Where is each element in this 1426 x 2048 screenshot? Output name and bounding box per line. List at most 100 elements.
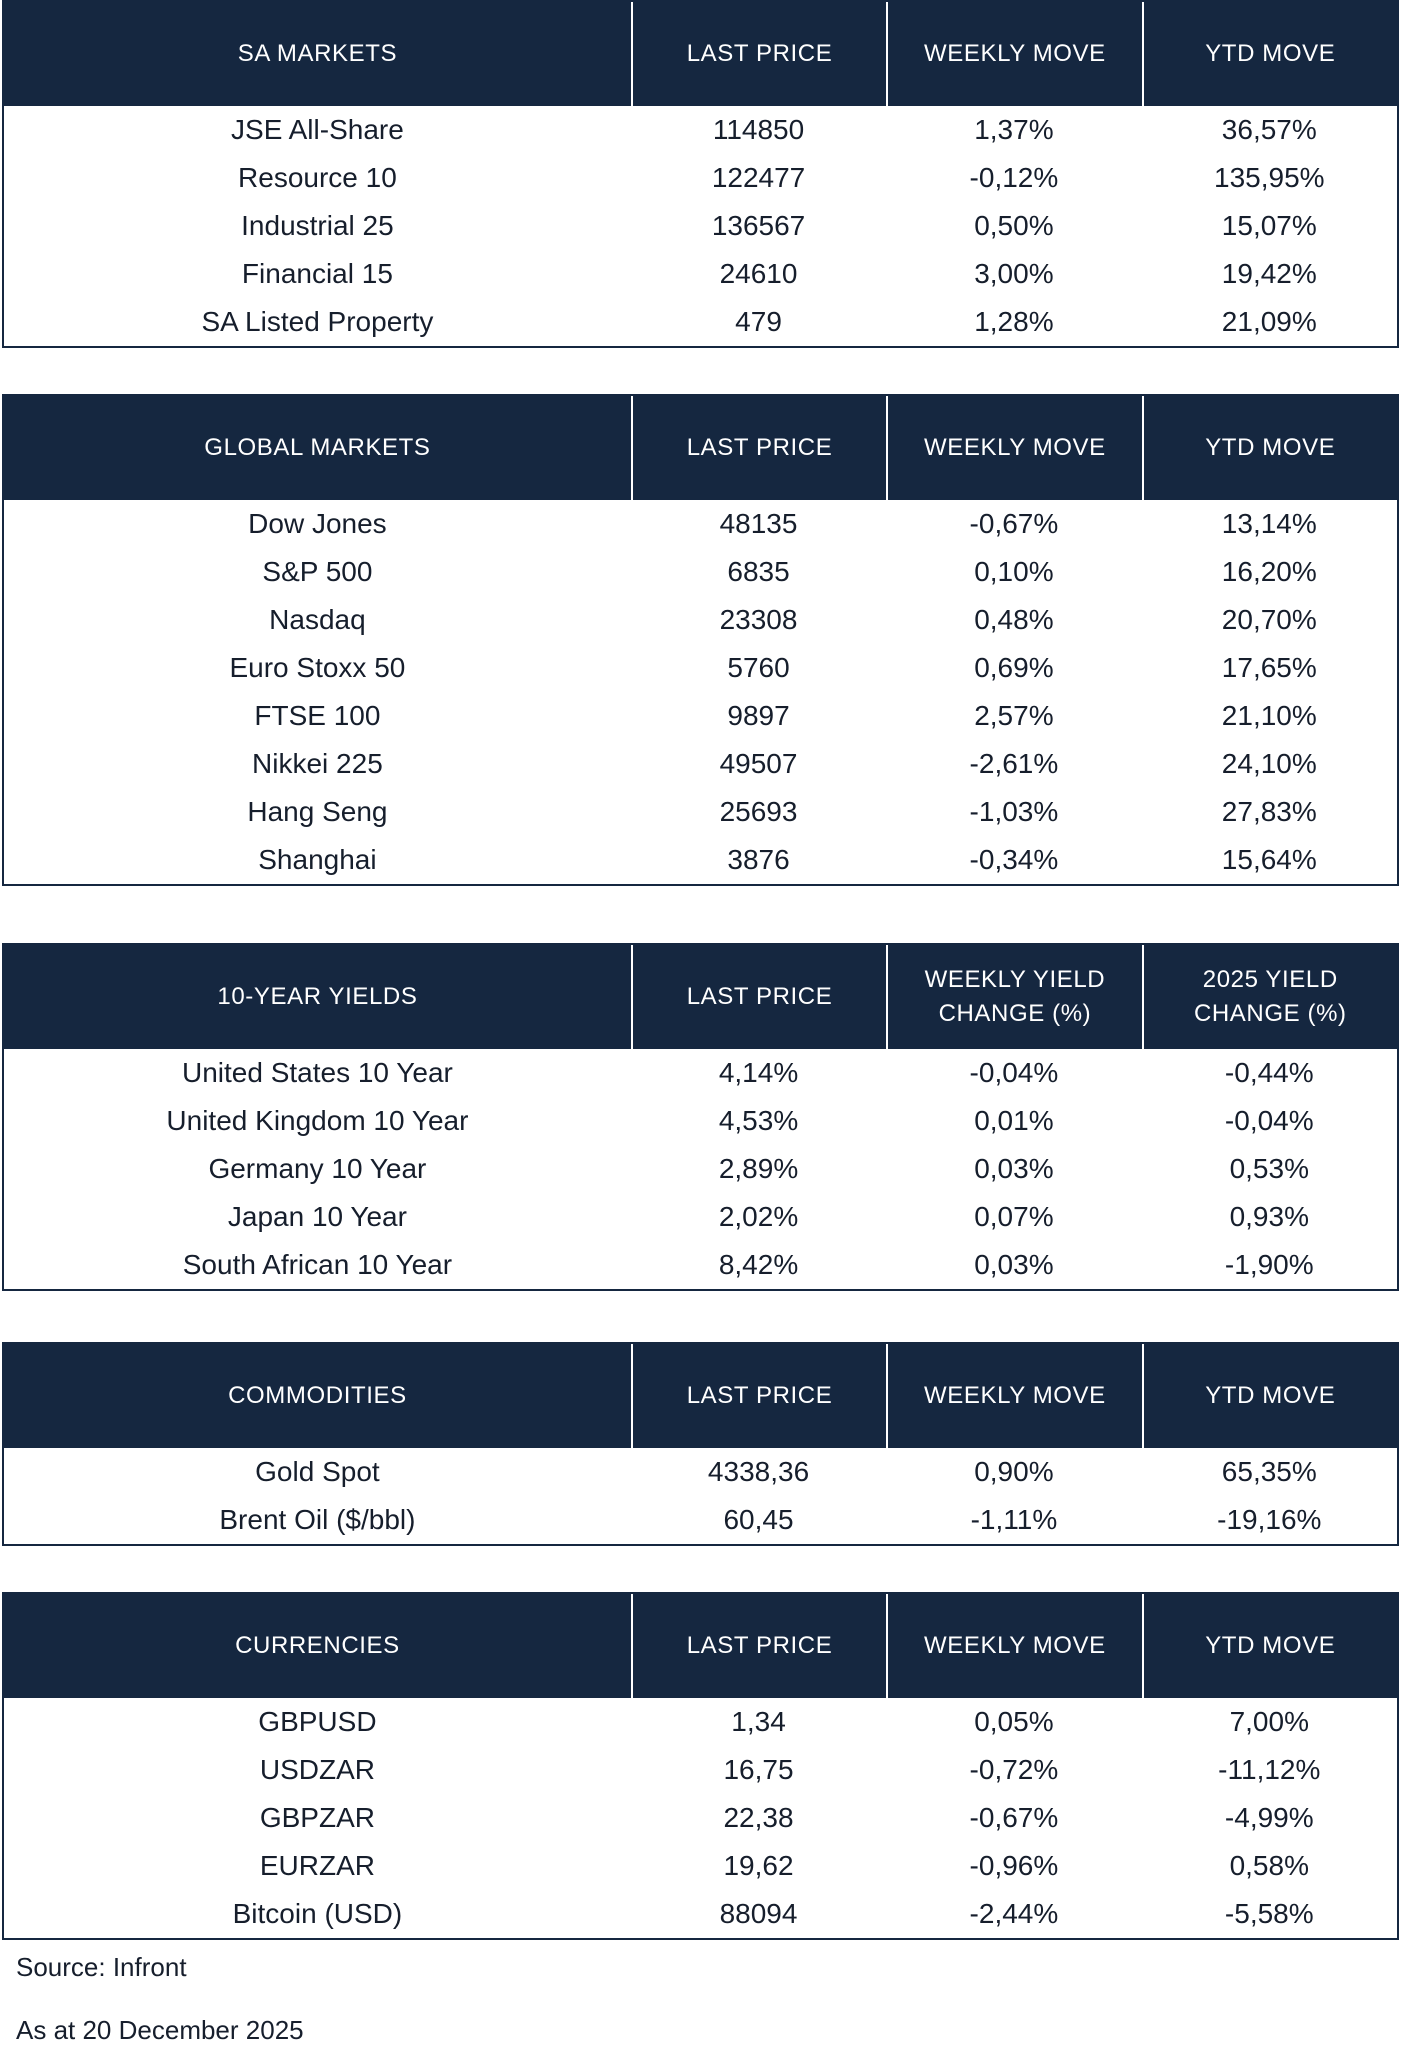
section-title: COMMODITIES xyxy=(228,1382,407,1409)
last-price-cell: 19,62 xyxy=(723,1850,794,1881)
table-row: Financial 15 24610 3,00% 19,42% xyxy=(4,250,1397,298)
weekly-move-cell: -1,03% xyxy=(969,796,1059,827)
weekly-move-cell: 0,03% xyxy=(974,1153,1054,1184)
row-label: Gold Spot xyxy=(255,1456,380,1487)
ytd-move-cell: 135,95% xyxy=(1214,162,1325,193)
weekly-move-cell: 0,90% xyxy=(974,1456,1054,1487)
table-row: GBPZAR 22,38 -0,67% -4,99% xyxy=(4,1794,1397,1842)
last-price-cell: 136567 xyxy=(711,210,806,241)
table-row: United Kingdom 10 Year 4,53% 0,01% -0,04% xyxy=(4,1097,1397,1145)
ytd-move-cell: -0,44% xyxy=(1224,1057,1314,1088)
ytd-move-cell: -1,90% xyxy=(1224,1249,1314,1280)
table-commodities: COMMODITIES LAST PRICE WEEKLY MOVE YTD MOVE… xyxy=(2,1342,1399,1546)
weekly-move-cell: -2,44% xyxy=(969,1898,1059,1929)
table-row: S&P 500 6835 0,10% 16,20% xyxy=(4,548,1397,596)
row-label: S&P 500 xyxy=(262,556,373,587)
last-price-cell: 1,34 xyxy=(731,1706,786,1737)
last-price-cell: 24610 xyxy=(719,258,798,289)
weekly-move-cell: 2,57% xyxy=(974,700,1054,731)
ytd-move-cell: 24,10% xyxy=(1221,748,1317,779)
ytd-move-cell: 0,53% xyxy=(1229,1153,1309,1184)
weekly-move-cell: -0,96% xyxy=(969,1850,1059,1881)
ytd-move-cell: 19,42% xyxy=(1221,258,1317,289)
ytd-move-cell: 36,57% xyxy=(1221,114,1317,145)
table-header-row: GLOBAL MARKETS LAST PRICE WEEKLY MOVE YTD M… xyxy=(4,396,1397,500)
section-title: CURRENCIES xyxy=(235,1632,400,1659)
column-header-weekly-move: WEEKLY MOVE xyxy=(886,396,1141,500)
weekly-move-cell: -0,12% xyxy=(969,162,1059,193)
row-label: Japan 10 Year xyxy=(227,1201,407,1232)
ytd-move-cell: 0,58% xyxy=(1229,1850,1309,1881)
table-row: SA Listed Property 479 1,28% 21,09% xyxy=(4,298,1397,346)
last-price-cell: 48135 xyxy=(719,508,798,539)
table-row: Hang Seng 25693 -1,03% 27,83% xyxy=(4,788,1397,836)
last-price-cell: 122477 xyxy=(711,162,806,193)
source-note: Source: Infront xyxy=(16,1952,187,1982)
ytd-move-cell: 21,09% xyxy=(1221,306,1317,337)
last-price-cell: 6835 xyxy=(727,556,790,587)
table-row: Nikkei 225 49507 -2,61% 24,10% xyxy=(4,740,1397,788)
ytd-move-cell: -5,58% xyxy=(1224,1898,1314,1929)
row-label: JSE All-Share xyxy=(231,114,404,145)
table-row: Nasdaq 23308 0,48% 20,70% xyxy=(4,596,1397,644)
row-label: Industrial 25 xyxy=(241,210,394,241)
weekly-move-cell: 1,37% xyxy=(974,114,1054,145)
row-label: Bitcoin (USD) xyxy=(232,1898,403,1929)
row-label: FTSE 100 xyxy=(254,700,381,731)
ytd-move-cell: 21,10% xyxy=(1221,700,1317,731)
table-row: United States 10 Year 4,14% -0,04% -0,44% xyxy=(4,1049,1397,1097)
ytd-move-cell: -0,04% xyxy=(1224,1105,1314,1136)
weekly-move-cell: -0,67% xyxy=(969,508,1059,539)
last-price-cell: 479 xyxy=(735,306,782,337)
ytd-move-cell: 20,70% xyxy=(1221,604,1317,635)
table-10-year-yields: 10-YEAR YIELDS LAST PRICE WEEKLY YIELD CHA… xyxy=(2,943,1399,1291)
row-label: EURZAR xyxy=(259,1850,375,1881)
table-header-row: COMMODITIES LAST PRICE WEEKLY MOVE YTD MOVE xyxy=(4,1344,1397,1448)
last-price-cell: 2,89% xyxy=(718,1153,799,1184)
column-header-weekly-yield-change: WEEKLY YIELD CHANGE (%) xyxy=(886,945,1141,1049)
column-header-weekly-move: WEEKLY MOVE xyxy=(886,1344,1141,1448)
last-price-cell: 4338,36 xyxy=(707,1456,810,1487)
row-label: Nikkei 225 xyxy=(252,748,383,779)
last-price-cell: 9897 xyxy=(727,700,790,731)
last-price-cell: 25693 xyxy=(719,796,798,827)
row-label: Germany 10 Year xyxy=(208,1153,427,1184)
table-row: Gold Spot 4338,36 0,90% 65,35% xyxy=(4,1448,1397,1496)
weekly-move-cell: -0,34% xyxy=(969,844,1059,875)
weekly-move-cell: -0,72% xyxy=(969,1754,1059,1785)
table-currencies: CURRENCIES LAST PRICE WEEKLY MOVE YTD MOVE G… xyxy=(2,1592,1399,1940)
column-header-weekly-move: WEEKLY MOVE xyxy=(886,2,1141,106)
last-price-cell: 114850 xyxy=(712,114,805,145)
table-header-row: 10-YEAR YIELDS LAST PRICE WEEKLY YIELD CHA… xyxy=(4,945,1397,1049)
last-price-cell: 16,75 xyxy=(723,1754,794,1785)
weekly-move-cell: -2,61% xyxy=(969,748,1059,779)
section-title: 10-YEAR YIELDS xyxy=(217,983,418,1010)
column-header-ytd-move: YTD MOVE xyxy=(1141,1594,1397,1698)
table-row: EURZAR 19,62 -0,96% 0,58% xyxy=(4,1842,1397,1890)
column-header-last-price: LAST PRICE xyxy=(630,1594,886,1698)
section-title: GLOBAL MARKETS xyxy=(204,434,431,461)
column-header-last-price: LAST PRICE xyxy=(630,1344,886,1448)
row-label: Nasdaq xyxy=(269,604,366,635)
column-header-weekly-move: WEEKLY MOVE xyxy=(886,1594,1141,1698)
last-price-cell: 2,02% xyxy=(718,1201,799,1232)
column-header-ytd-move: YTD MOVE xyxy=(1141,2,1397,106)
last-price-cell: 60,45 xyxy=(723,1504,794,1535)
column-header-last-price: LAST PRICE xyxy=(630,945,886,1049)
table-row: Bitcoin (USD) 88094 -2,44% -5,58% xyxy=(4,1890,1397,1938)
row-label: Brent Oil ($/bbl) xyxy=(219,1504,416,1535)
weekly-move-cell: 3,00% xyxy=(974,258,1054,289)
weekly-move-cell: 0,48% xyxy=(974,604,1054,635)
column-header-last-price: LAST PRICE xyxy=(630,2,886,106)
ytd-move-cell: 17,65% xyxy=(1221,652,1317,683)
row-label: United Kingdom 10 Year xyxy=(166,1105,469,1136)
last-price-cell: 22,38 xyxy=(723,1802,794,1833)
row-label: Financial 15 xyxy=(241,258,393,289)
row-label: GBPZAR xyxy=(259,1802,375,1833)
row-label: USDZAR xyxy=(259,1754,375,1785)
column-header-2025-yield-change: 2025 YIELD CHANGE (%) xyxy=(1141,945,1397,1049)
row-label: Shanghai xyxy=(258,844,377,875)
weekly-move-cell: 1,28% xyxy=(974,306,1054,337)
ytd-move-cell: 0,93% xyxy=(1229,1201,1309,1232)
